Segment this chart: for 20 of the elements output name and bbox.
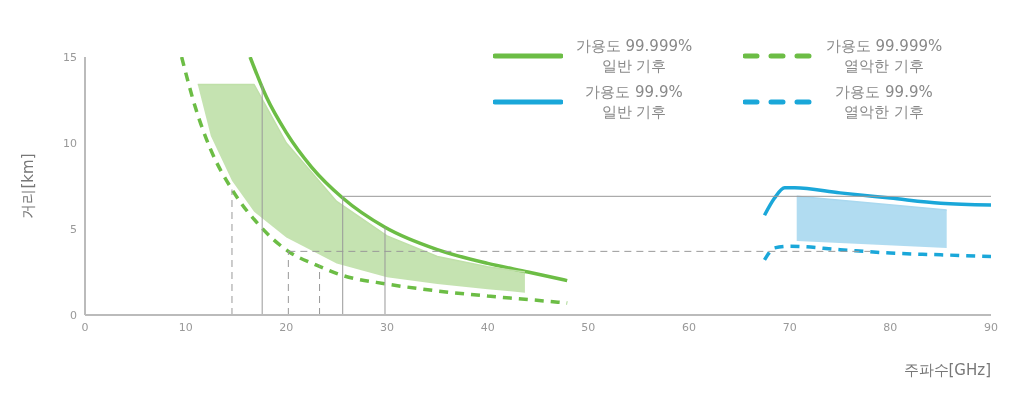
y-tick-label: 0 <box>70 308 77 322</box>
x-tick-label: 70 <box>782 320 797 334</box>
x-tick-label: 0 <box>81 320 89 334</box>
y-tick-label: 5 <box>70 222 77 236</box>
legend-label: 가용도 99.999% 열악한 기후 <box>825 36 943 76</box>
x-tick-label: 30 <box>380 320 394 334</box>
y-tick-label: 10 <box>63 136 77 150</box>
legend-label: 가용도 99.999% 일반 기후 <box>575 36 693 76</box>
y-axis-title: 거리[km] <box>19 153 38 219</box>
legend-label: 가용도 99.9% 일반 기후 <box>584 82 684 122</box>
x-tick-label: 60 <box>682 320 696 334</box>
x-tick-label: 50 <box>581 320 596 334</box>
x-axis-title: 주파수[GHz] <box>903 361 991 379</box>
y-tick-label: 15 <box>63 50 77 64</box>
x-tick-label: 90 <box>984 320 998 334</box>
x-tick-label: 10 <box>178 320 193 334</box>
x-tick-label: 40 <box>480 320 495 334</box>
x-tick-label: 20 <box>279 320 294 334</box>
x-tick-label: 80 <box>883 320 898 334</box>
legend-label: 가용도 99.9% 열악한 기후 <box>834 82 934 122</box>
